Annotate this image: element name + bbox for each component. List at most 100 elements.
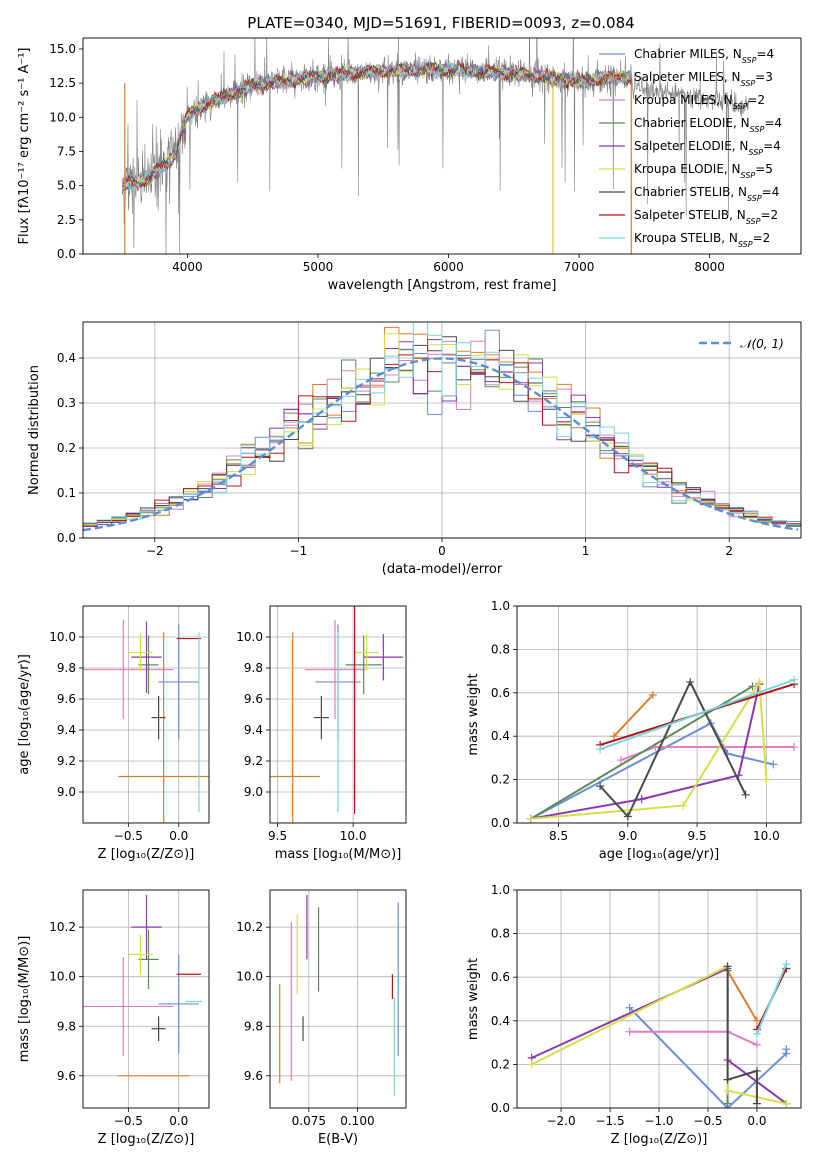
y-axis-label: Flux [fλ10⁻¹⁷ erg cm⁻² s⁻¹ A⁻¹]: [17, 48, 32, 245]
x-tick-label: 4000: [172, 260, 203, 274]
error-bar-point: [138, 929, 159, 990]
mass-weight-marker: [741, 790, 750, 799]
y-tick-label: 0.0: [491, 816, 510, 830]
y-axis-label: mass weight: [466, 958, 481, 1040]
error-bar-point: [83, 619, 174, 720]
mass-weight-marker: [748, 682, 757, 691]
error-bar-point: [151, 695, 166, 740]
figure-title: PLATE=0340, MJD=51691, FIBERID=0093, z=0…: [247, 14, 634, 32]
mass-weight-marker: [648, 690, 657, 699]
legend-entry: Salpeter STELIB, NSSP=2: [634, 208, 778, 226]
x-tick-label: 5000: [303, 260, 334, 274]
plot-area-age_vs_mass: [270, 606, 403, 823]
x-tick-label: 8000: [694, 260, 725, 274]
mass-weight-line: [599, 678, 795, 751]
x-axis-label: E(B-V): [318, 1132, 358, 1147]
mass-weight-marker: [752, 1029, 761, 1038]
mass-weight-line: [726, 970, 758, 1022]
y-tick-label: 10.2: [49, 920, 76, 934]
mass-weight-line: [726, 966, 758, 1104]
y-tick-label: 9.4: [244, 723, 263, 737]
axes-frame: [82, 889, 210, 1109]
error-bar-point: [138, 635, 159, 695]
y-tick-label: 1.0: [491, 883, 510, 897]
y-tick-label: 9.6: [57, 1069, 76, 1083]
y-tick-label: 0.0: [491, 1101, 510, 1115]
y-tick-label: 0.1: [57, 486, 76, 500]
plot-area-massweight_vs_Z: [527, 960, 791, 1108]
y-axis-label: Normed distribution: [27, 365, 42, 495]
mass-weight-marker: [526, 814, 535, 823]
y-tick-label: 0.4: [491, 729, 510, 743]
x-tick-label: 0.075: [292, 1114, 326, 1128]
axes-frame: [516, 889, 802, 1109]
mass-weight-line: [530, 721, 774, 820]
y-tick-label: 1.0: [491, 599, 510, 613]
x-axis-label: Z [log₁₀(Z/Z⊙)]: [98, 1132, 195, 1147]
error-bar-point: [345, 635, 382, 695]
mass-weight-marker: [782, 1045, 791, 1054]
mass-weight-marker: [623, 812, 632, 821]
axes-frame: [516, 605, 802, 824]
error-bar-point: [158, 624, 199, 740]
mass-weight-marker: [790, 743, 799, 752]
y-tick-label: 0.8: [491, 927, 510, 941]
y-tick-label: 0.6: [491, 970, 510, 984]
mass-weight-marker: [527, 1060, 536, 1069]
mass-weight-marker: [723, 1099, 732, 1108]
mass-weight-marker: [752, 1066, 761, 1075]
legend-entry: Chabrier MILES, NSSP=4: [634, 47, 774, 65]
y-tick-label: 9.8: [244, 661, 263, 675]
mass-weight-line: [629, 1030, 758, 1046]
axes-age_vs_mass: 9.5 10.0 9.0 9.2 9.4 9.6 9.8 10.0 mass [log₁₀(M/…: [236, 605, 407, 862]
axes-mass_vs_Z: −0.5 0.0 9.6 9.8 10.0 10.2 Z [log₁₀(Z/Z⊙)] mass…: [17, 889, 210, 1147]
x-tick-label: 10.0: [753, 829, 780, 843]
axes-frame: [269, 605, 407, 824]
y-tick-label: 5.0: [57, 179, 76, 193]
y-tick-label: 9.0: [57, 785, 76, 799]
x-tick-label: −0.5: [693, 1114, 722, 1128]
mass-weight-line: [530, 683, 761, 820]
y-tick-label: 9.6: [57, 692, 76, 706]
mass-weight-marker: [723, 1075, 732, 1084]
error-bar-point: [151, 1016, 166, 1042]
x-tick-label: 0.0: [169, 1114, 188, 1128]
mass-weight-marker: [752, 1040, 761, 1049]
y-tick-label: 0.8: [491, 642, 510, 656]
mass-weight-marker: [769, 760, 778, 769]
y-axis-label: age [log₁₀(age/yr)]: [17, 654, 32, 775]
x-tick-label: 1: [582, 544, 590, 558]
x-axis-label: wavelength [Angstrom, rest frame]: [328, 278, 557, 293]
y-tick-label: 9.6: [244, 692, 263, 706]
x-tick-label: −2.0: [546, 1114, 575, 1128]
axes-frame: [82, 37, 802, 255]
plot-area-mass_vs_Z: [83, 894, 202, 1077]
x-axis-label: Z [log₁₀(Z/Z⊙)]: [611, 1132, 708, 1147]
x-tick-label: −2: [146, 544, 164, 558]
mass-weight-marker: [596, 745, 605, 754]
mass-weight-marker: [762, 775, 771, 784]
axes-frame: [82, 605, 210, 824]
y-tick-label: 10.0: [236, 970, 263, 984]
error-bar-point: [313, 695, 329, 740]
mass-weight-marker: [637, 795, 646, 804]
y-tick-label: 0.4: [57, 351, 76, 365]
error-bar-point: [128, 633, 153, 672]
legend-entry: Kroupa STELIB, NSSP=2: [634, 231, 770, 249]
model-spectrum-line: [121, 59, 632, 192]
mass-weight-marker: [625, 1027, 634, 1036]
x-tick-label: −1.0: [644, 1114, 673, 1128]
y-tick-label: 0.4: [491, 1014, 510, 1028]
y-tick-label: 12.5: [49, 76, 76, 90]
y-tick-label: 9.8: [57, 661, 76, 675]
mass-weight-marker: [609, 732, 618, 741]
x-tick-label: −0.5: [114, 829, 143, 843]
mass-weight-marker: [686, 677, 695, 686]
normal-curve: [83, 357, 799, 532]
legend-entry: Salpeter ELODIE, NSSP=4: [634, 139, 781, 157]
error-bar-point: [363, 633, 403, 681]
plot-layer: 4000 5000 6000 7000 80000.02.55.07.510.012.5…: [17, 37, 802, 1147]
spectrum-legend: Chabrier MILES, NSSP=4 Salpeter MILES, NS…: [599, 47, 782, 249]
mass-weight-marker: [790, 675, 799, 684]
error-bar-point: [304, 619, 366, 720]
